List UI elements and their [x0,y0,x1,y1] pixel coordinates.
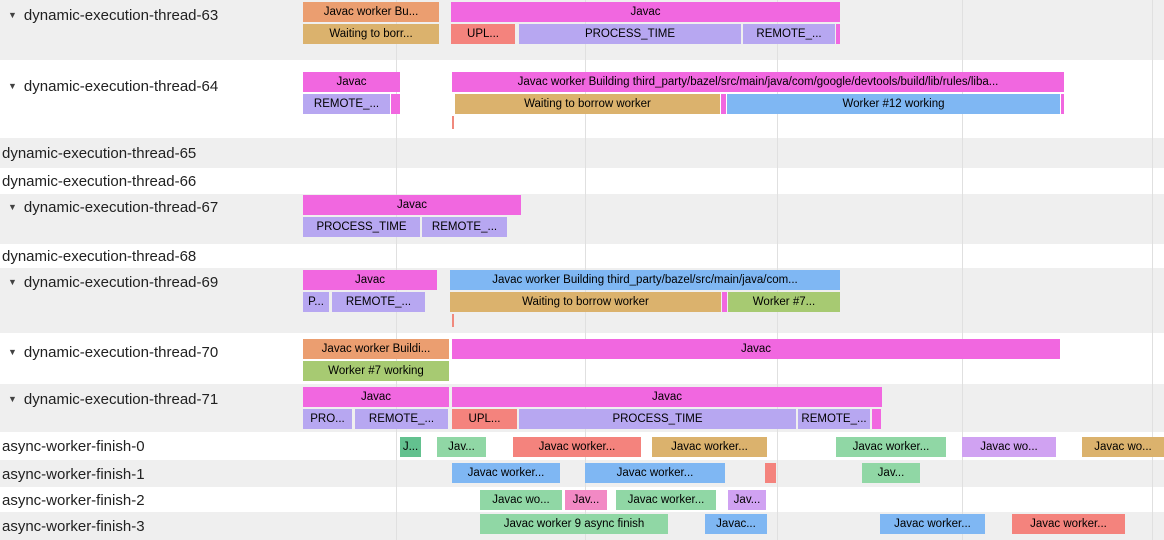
trace-event-bar[interactable]: REMOTE_... [355,409,448,429]
trace-event-bar[interactable]: REMOTE_... [303,94,390,114]
track-label-async-worker-finish-2: async-worker-finish-2 [0,490,145,510]
trace-event-bar[interactable]: Javac worker 9 async finish [480,514,668,534]
trace-event-bar[interactable]: Javac worker... [585,463,725,483]
track-label-async-worker-finish-0: async-worker-finish-0 [0,436,145,456]
track-name[interactable]: dynamic-execution-thread-70 [23,343,219,361]
trace-event-bar[interactable]: Jav... [862,463,920,483]
track-label-dynamic-execution-thread-66: dynamic-execution-thread-66 [0,171,196,191]
trace-event-bar[interactable]: PRO... [303,409,352,429]
trace-event-bar[interactable]: PROCESS_TIME [519,24,741,44]
trace-event-bar[interactable]: Javac worker Bu... [303,2,439,22]
trace-event-bar[interactable]: Jav... [437,437,486,457]
track-label-dynamic-execution-thread-65: dynamic-execution-thread-65 [0,143,196,163]
trace-event-bar[interactable]: P... [303,292,329,312]
trace-event-bar[interactable]: Javac wo... [480,490,562,510]
collapse-triangle-icon[interactable]: ▼ [8,347,17,357]
trace-event-bar[interactable]: Javac worker... [652,437,767,457]
collapse-triangle-icon[interactable]: ▼ [8,277,17,287]
trace-event-bar[interactable] [836,24,840,44]
trace-event-bar[interactable]: Javac worker... [880,514,985,534]
trace-event-bar[interactable] [765,463,776,483]
trace-event-bar[interactable]: Jav... [565,490,607,510]
trace-event-bar[interactable]: Javac [303,72,400,92]
track-name[interactable]: dynamic-execution-thread-63 [23,6,219,24]
trace-event-bar[interactable]: Javac... [705,514,767,534]
trace-event-bar[interactable]: Javac [303,387,449,407]
track-name: dynamic-execution-thread-66 [2,172,197,190]
track-label-dynamic-execution-thread-70: ▼ dynamic-execution-thread-70 [0,342,218,362]
track-name[interactable]: dynamic-execution-thread-69 [23,273,219,291]
trace-event-bar[interactable]: J... [400,437,421,457]
trace-event-bar[interactable]: Waiting to borrow worker [455,94,720,114]
trace-event-bar[interactable]: Javac wo... [962,437,1056,457]
incomplete-event-tick[interactable] [452,314,454,327]
trace-event-bar[interactable]: Javac worker Buildi... [303,339,449,359]
track-label-dynamic-execution-thread-68: dynamic-execution-thread-68 [0,246,196,266]
trace-event-bar[interactable]: REMOTE_... [422,217,507,237]
trace-event-bar[interactable] [391,94,400,114]
trace-event-bar[interactable] [722,292,727,312]
track-label-async-worker-finish-1: async-worker-finish-1 [0,464,145,484]
track-band [0,244,1164,268]
track-band [0,460,1164,487]
track-name: async-worker-finish-1 [2,465,145,483]
collapse-triangle-icon[interactable]: ▼ [8,10,17,20]
trace-event-bar[interactable]: Javac worker Building third_party/bazel/… [450,270,840,290]
trace-event-bar[interactable]: Javac [452,387,882,407]
track-band [0,138,1164,168]
track-name[interactable]: dynamic-execution-thread-64 [23,77,219,95]
trace-event-bar[interactable] [872,409,881,429]
incomplete-event-tick[interactable] [452,116,454,129]
trace-event-bar[interactable]: Worker #12 working [727,94,1060,114]
trace-event-bar[interactable]: UPL... [451,24,515,44]
trace-event-bar[interactable]: Javac worker Building third_party/bazel/… [452,72,1064,92]
trace-event-bar[interactable]: PROCESS_TIME [303,217,420,237]
track-label-dynamic-execution-thread-63: ▼ dynamic-execution-thread-63 [0,5,218,25]
trace-event-bar[interactable]: REMOTE_... [798,409,870,429]
trace-event-bar[interactable] [721,94,726,114]
trace-event-bar[interactable]: Jav... [728,490,766,510]
collapse-triangle-icon[interactable]: ▼ [8,81,17,91]
trace-event-bar[interactable]: PROCESS_TIME [519,409,796,429]
track-name: async-worker-finish-3 [2,517,145,535]
trace-event-bar[interactable]: Javac worker... [616,490,716,510]
trace-event-bar[interactable] [1061,94,1064,114]
track-name: async-worker-finish-0 [2,437,145,455]
trace-event-bar[interactable]: REMOTE_... [332,292,425,312]
gridline [1152,0,1153,540]
trace-event-bar[interactable]: Javac [451,2,840,22]
track-name: dynamic-execution-thread-65 [2,144,197,162]
collapse-triangle-icon[interactable]: ▼ [8,394,17,404]
track-label-async-worker-finish-3: async-worker-finish-3 [0,516,145,536]
trace-event-bar[interactable]: Waiting to borr... [303,24,439,44]
track-name[interactable]: dynamic-execution-thread-67 [23,198,219,216]
track-band [0,168,1164,194]
trace-event-bar[interactable]: Javac worker... [1012,514,1125,534]
track-label-dynamic-execution-thread-69: ▼ dynamic-execution-thread-69 [0,272,218,292]
track-label-dynamic-execution-thread-71: ▼ dynamic-execution-thread-71 [0,389,218,409]
trace-event-bar[interactable]: UPL... [452,409,517,429]
trace-event-bar[interactable]: Worker #7... [728,292,840,312]
track-name: dynamic-execution-thread-68 [2,247,197,265]
trace-event-bar[interactable]: Javac worker... [513,437,641,457]
trace-event-bar[interactable]: Javac worker... [836,437,946,457]
track-label-dynamic-execution-thread-67: ▼ dynamic-execution-thread-67 [0,197,218,217]
track-name[interactable]: dynamic-execution-thread-71 [23,390,219,408]
trace-event-bar[interactable]: Worker #7 working [303,361,449,381]
track-band [0,194,1164,244]
trace-event-bar[interactable]: Javac worker... [452,463,560,483]
trace-event-bar[interactable]: Javac [303,270,437,290]
gridline [962,0,963,540]
trace-event-bar[interactable]: REMOTE_... [743,24,835,44]
trace-event-bar[interactable]: Javac [452,339,1060,359]
trace-event-bar[interactable]: Javac wo... [1082,437,1164,457]
trace-event-bar[interactable]: Javac [303,195,521,215]
collapse-triangle-icon[interactable]: ▼ [8,202,17,212]
trace-event-bar[interactable]: Waiting to borrow worker [450,292,721,312]
track-name: async-worker-finish-2 [2,491,145,509]
track-label-dynamic-execution-thread-64: ▼ dynamic-execution-thread-64 [0,76,218,96]
